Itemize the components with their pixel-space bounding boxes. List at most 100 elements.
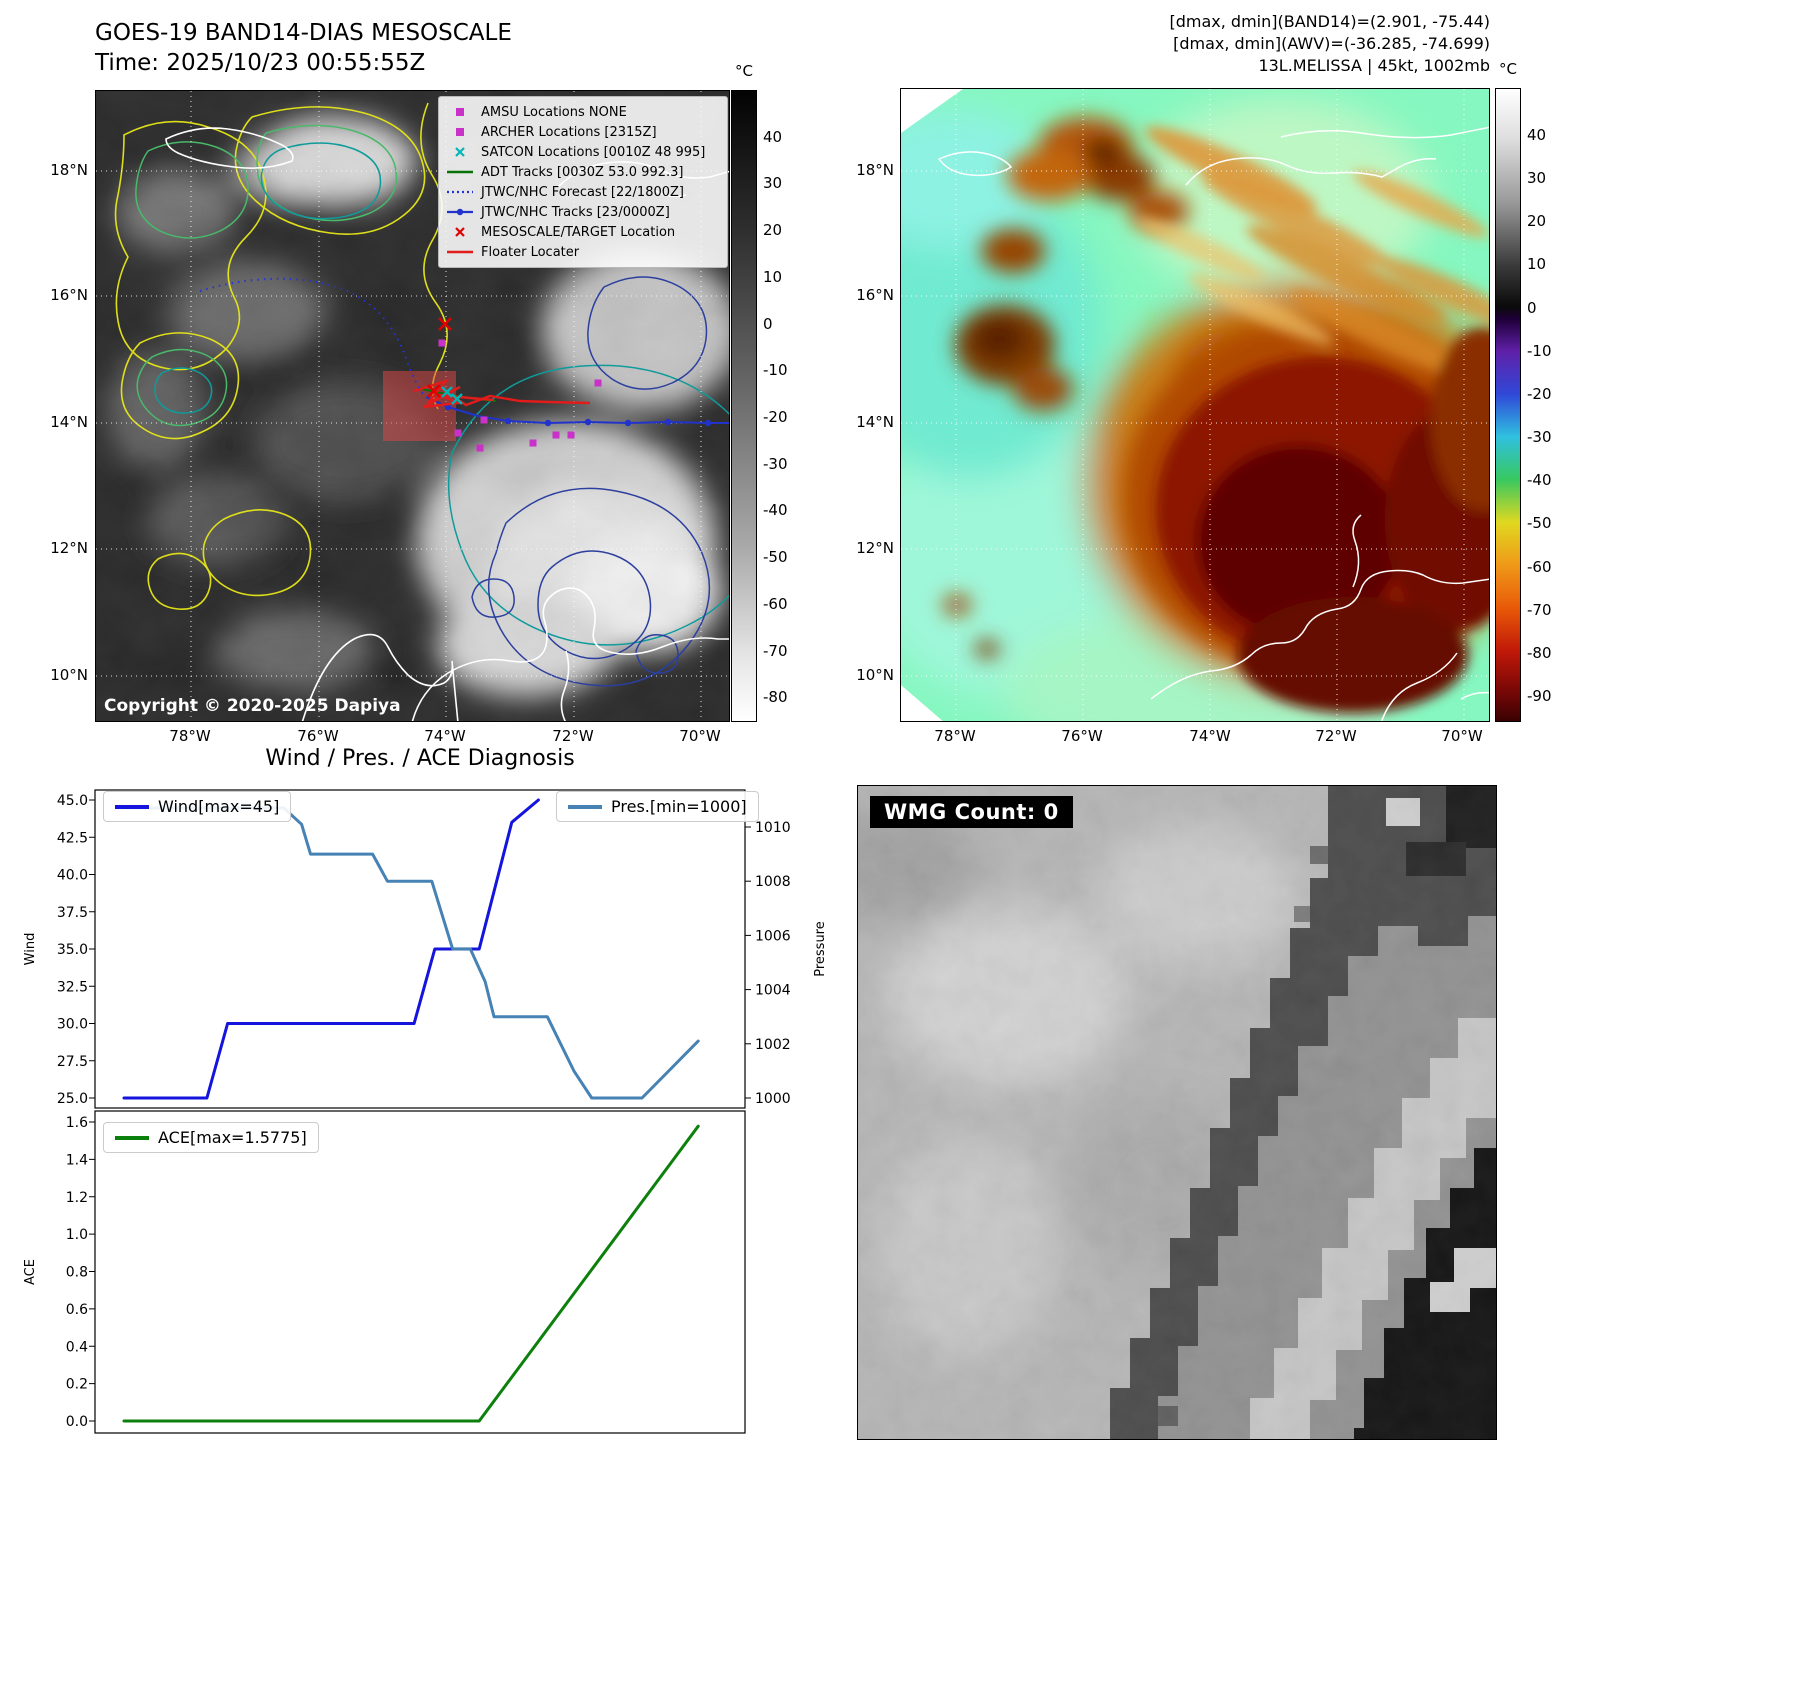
colorbar-tick: 40 xyxy=(763,127,783,146)
tr-lon-label: 78°W xyxy=(934,727,976,745)
ace-legend: ACE[max=1.5775] xyxy=(103,1122,319,1153)
tr-colorbar-unit: °C xyxy=(1499,60,1517,78)
legend-item-label: JTWC/NHC Tracks [23/0000Z] xyxy=(481,204,670,220)
tr-header-line3: 13L.MELISSA | 45kt, 1002mb xyxy=(1258,56,1490,75)
svg-text:1.6: 1.6 xyxy=(66,1115,88,1131)
wind-legend-label: Wind[max=45] xyxy=(158,797,280,816)
target-x-markers xyxy=(427,317,452,398)
colorbar-tick: 30 xyxy=(1527,169,1547,188)
colorbar-tick: -10 xyxy=(763,361,788,380)
wind-line-sample xyxy=(115,804,149,809)
svg-text:32.5: 32.5 xyxy=(57,979,88,995)
colorbar-tick: -30 xyxy=(763,454,788,473)
colorbar-tick: -90 xyxy=(1527,687,1552,706)
ace-legend-label: ACE[max=1.5775] xyxy=(158,1128,307,1147)
band14-color-image xyxy=(901,89,1489,721)
wmg-image xyxy=(858,786,1496,1439)
legend-item: Floater Locater xyxy=(445,242,721,262)
legend-item: JTWC/NHC Tracks [23/0000Z] xyxy=(445,202,721,222)
map-legend: AMSU Locations NONE ARCHER Locations [231… xyxy=(438,96,728,268)
colorbar-tick: -40 xyxy=(763,501,788,520)
legend-item-label: MESOSCALE/TARGET Location xyxy=(481,224,676,240)
tr-lon-label: 74°W xyxy=(1189,727,1231,745)
pres-legend: Pres.[min=1000] xyxy=(556,791,759,822)
satcon-markers xyxy=(441,386,463,405)
colorbar-tick: 0 xyxy=(763,314,773,333)
tl-title-line2: Time: 2025/10/23 00:55:55Z xyxy=(95,50,426,76)
x-legend-marker-icon xyxy=(455,227,465,237)
colorbar-tick: -70 xyxy=(1527,600,1552,619)
contour-navy xyxy=(471,276,711,687)
tl-lon-label: 74°W xyxy=(424,727,466,745)
legend-item-label: Floater Locater xyxy=(481,244,580,260)
legend-item: AMSU Locations NONE xyxy=(445,102,721,122)
svg-text:1008: 1008 xyxy=(755,874,791,890)
svg-text:35.0: 35.0 xyxy=(57,942,88,958)
wind-pres-axes xyxy=(94,789,746,1109)
tr-lon-label: 70°W xyxy=(1441,727,1483,745)
svg-text:0.8: 0.8 xyxy=(66,1265,88,1281)
svg-text:1.4: 1.4 xyxy=(66,1152,88,1168)
tr-header-line1: [dmax, dmin](BAND14)=(2.901, -75.44) xyxy=(1169,12,1491,31)
wind-line xyxy=(122,798,540,1100)
tr-colorbar: 40 30 20 10 0 -10 -20 -30 -40 -50 -60 -70 -80 -90 xyxy=(1495,88,1565,722)
archer-markers xyxy=(438,339,602,452)
contour-yellow xyxy=(114,102,448,610)
colorbar-tick: -80 xyxy=(1527,644,1552,663)
colorbar-tick: -60 xyxy=(1527,557,1552,576)
svg-text:30.0: 30.0 xyxy=(57,1017,88,1033)
svg-text:40.0: 40.0 xyxy=(57,868,88,884)
colorbar-tick: -70 xyxy=(763,641,788,660)
tl-lat-label: 14°N xyxy=(50,413,88,431)
svg-text:0.0: 0.0 xyxy=(66,1414,88,1430)
tl-colorbar-gradient xyxy=(731,90,757,722)
colorbar-tick: -50 xyxy=(763,548,788,567)
chart-title: Wind / Pres. / ACE Diagnosis xyxy=(265,746,575,771)
svg-text:Pressure: Pressure xyxy=(813,921,828,977)
tr-lon-label: 72°W xyxy=(1315,727,1357,745)
tl-colorbar: 40 30 20 10 0 -10 -20 -30 -40 -50 -60 -70 -80 xyxy=(731,90,801,722)
jtwc-track xyxy=(425,396,729,425)
tl-colorbar-unit: °C xyxy=(735,62,753,80)
tr-lat-label: 12°N xyxy=(856,539,894,557)
legend-item-label: ADT Tracks [0030Z 53.0 992.3] xyxy=(481,164,684,180)
line-legend-marker-icon xyxy=(447,250,473,254)
colorbar-tick: 20 xyxy=(763,221,783,240)
tr-lat-label: 18°N xyxy=(856,161,894,179)
tl-title-line1: GOES-19 BAND14-DIAS MESOSCALE xyxy=(95,20,512,46)
tl-lon-label: 78°W xyxy=(169,727,211,745)
svg-text:1.2: 1.2 xyxy=(66,1190,88,1206)
x-legend-marker-icon xyxy=(455,147,465,157)
tr-colorbar-gradient xyxy=(1495,88,1521,722)
colorbar-tick: -20 xyxy=(1527,384,1552,403)
colorbar-tick: 10 xyxy=(763,267,783,286)
colorbar-tick: 0 xyxy=(1527,298,1537,317)
ace-line xyxy=(122,1124,700,1423)
legend-item: ADT Tracks [0030Z 53.0 992.3] xyxy=(445,162,721,182)
svg-text:25.0: 25.0 xyxy=(57,1091,88,1107)
band14-color-map xyxy=(900,88,1490,722)
svg-text:0.4: 0.4 xyxy=(66,1339,88,1355)
wind-pres-ace-chart: 25.0 27.5 30.0 32.5 35.0 37.5 40.0 42.5 45.0 1000… xyxy=(23,789,828,1434)
colorbar-tick: 30 xyxy=(763,174,783,193)
legend-item-label: ARCHER Locations [2315Z] xyxy=(481,124,657,140)
swath-corner xyxy=(901,89,963,133)
legend-item-label: SATCON Locations [0010Z 48 995] xyxy=(481,144,706,160)
tr-lat-label: 14°N xyxy=(856,413,894,431)
jtwc-forecast-track xyxy=(199,277,427,398)
square-legend-marker-icon xyxy=(456,108,464,116)
ace-line-sample xyxy=(115,1135,149,1140)
colorbar-tick: -50 xyxy=(1527,514,1552,533)
tl-lon-label: 72°W xyxy=(552,727,594,745)
svg-text:0.6: 0.6 xyxy=(66,1302,88,1318)
legend-item: MESOSCALE/TARGET Location xyxy=(445,222,721,242)
svg-text:ACE: ACE xyxy=(23,1259,38,1285)
colorbar-tick: -20 xyxy=(763,407,788,426)
svg-text:27.5: 27.5 xyxy=(57,1054,88,1070)
copyright-text: Copyright © 2020-2025 Dapiya xyxy=(104,696,401,716)
colorbar-tick: -60 xyxy=(763,594,788,613)
pres-legend-label: Pres.[min=1000] xyxy=(611,797,747,816)
tl-lon-label: 70°W xyxy=(679,727,721,745)
wmg-panel: WMG Count: 0 xyxy=(857,785,1497,1440)
